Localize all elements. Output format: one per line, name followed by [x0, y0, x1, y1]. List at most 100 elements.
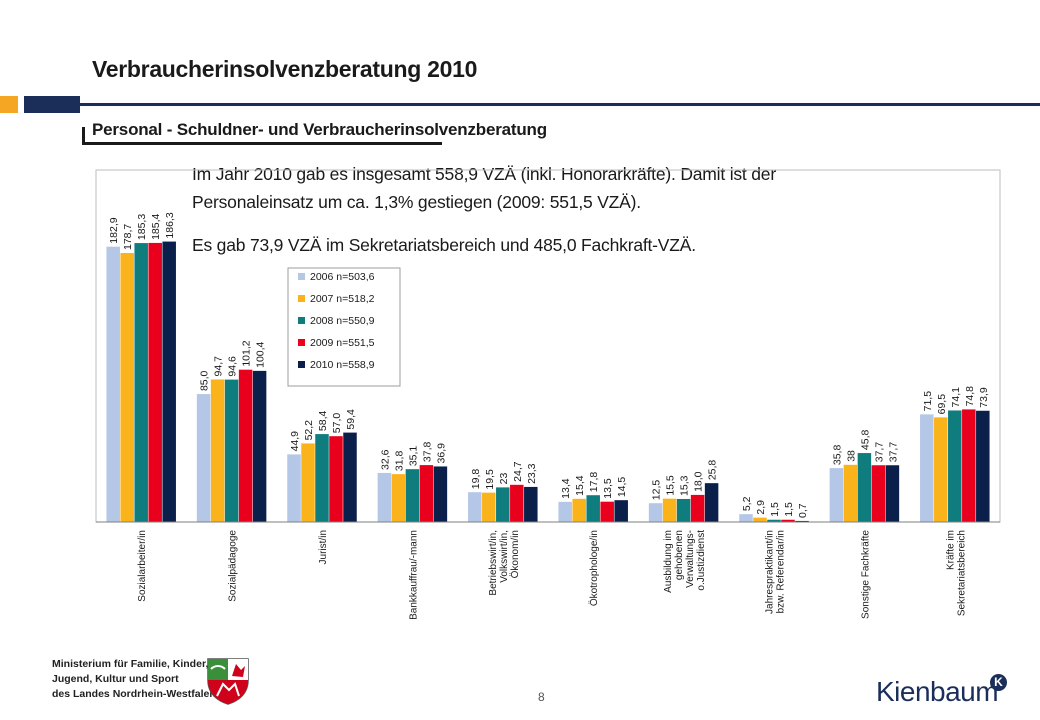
category-label: gehobenen [674, 530, 685, 580]
data-label: 37,7 [887, 442, 899, 463]
data-label: 0,7 [797, 503, 809, 518]
bar [753, 517, 767, 522]
category-label: Kräfte im [945, 530, 956, 570]
bar [739, 514, 753, 522]
data-label: 18,0 [693, 471, 705, 492]
data-label: 19,5 [484, 469, 496, 490]
data-label: 59,4 [345, 409, 357, 430]
bar [558, 501, 572, 522]
bar [377, 472, 392, 522]
category-label: Jurist/in [318, 530, 329, 564]
legend [287, 267, 401, 387]
data-label: 37,8 [421, 442, 433, 463]
bar [843, 464, 858, 522]
bar [662, 498, 677, 522]
data-label: 35,8 [831, 445, 843, 466]
data-label: 57,0 [331, 413, 343, 434]
data-label: 185,4 [150, 213, 162, 239]
bar [315, 434, 329, 522]
legend-swatch [298, 339, 305, 346]
bar [106, 246, 120, 522]
bar [343, 432, 357, 522]
bar [482, 492, 496, 522]
data-label: 13,4 [560, 478, 572, 499]
data-label: 37,7 [873, 442, 885, 463]
data-label: 12,5 [651, 480, 663, 501]
legend-entry: 2008 n=550,9 [310, 315, 375, 327]
bar [829, 468, 844, 522]
category-label: Ausbildung im [663, 530, 674, 593]
bar [614, 500, 628, 522]
page-number: 8 [538, 690, 545, 704]
bar [572, 498, 586, 522]
data-label: 23 [498, 473, 510, 485]
bar [600, 501, 614, 522]
data-label: 24,7 [512, 461, 524, 482]
data-label: 52,2 [303, 420, 315, 441]
bar [196, 394, 211, 522]
category-label: Ökonom/in [509, 530, 521, 578]
category-label: Verwaltungs- [685, 530, 696, 588]
data-label: 85,0 [199, 370, 211, 391]
category-label: Sozialarbeiter/in [137, 530, 148, 602]
data-label: 35,1 [407, 446, 419, 467]
header-rule [80, 103, 1040, 106]
category-label: Volkswirt/in, [499, 530, 510, 583]
summary-line-3: Es gab 73,9 VZÄ im Sekretariatsbereich u… [192, 235, 696, 255]
bar [496, 487, 510, 522]
bar [405, 469, 420, 522]
data-label: 17,8 [588, 472, 600, 493]
bar [419, 465, 434, 522]
data-label: 58,4 [317, 410, 329, 431]
data-label: 19,8 [470, 469, 482, 490]
category-label: Betriebswirt/in, [488, 530, 499, 596]
bar [162, 241, 176, 523]
legend-swatch [298, 295, 305, 302]
data-label: 74,1 [950, 387, 962, 408]
data-label: 182,9 [108, 217, 120, 243]
data-label: 38 [845, 450, 857, 462]
data-label: 44,9 [289, 431, 301, 452]
brand-logo: Kienbaum [876, 676, 999, 707]
bar-chart: 182,9 178,7 185,3 185,4 186,3 Sozialarbeiter/… [95, 169, 1001, 620]
category-label: o.Justizdienst [696, 530, 707, 591]
bar [948, 410, 962, 522]
legend-entry: 2006 n=503,6 [310, 271, 375, 283]
legend-swatch [298, 317, 305, 324]
bar [252, 370, 267, 522]
data-label: 23,3 [526, 463, 538, 484]
bar [120, 253, 134, 523]
bar [134, 243, 148, 522]
bar [767, 519, 781, 522]
legend-swatch [298, 273, 305, 280]
data-label: 31,8 [393, 451, 405, 472]
bar [976, 410, 990, 522]
bar [934, 417, 948, 522]
data-label: 1,5 [783, 502, 795, 517]
data-label: 185,3 [136, 214, 148, 240]
data-label: 32,6 [379, 449, 391, 470]
legend-entry: 2010 n=558,9 [310, 359, 375, 371]
data-label: 74,8 [964, 386, 976, 407]
data-label: 45,8 [859, 429, 871, 450]
bar [238, 369, 253, 522]
bar [704, 483, 719, 522]
category-label: bzw. Referendar/in [776, 530, 787, 613]
data-label: 25,8 [707, 460, 719, 481]
data-label: 186,3 [164, 212, 176, 238]
category-label: Ökotrophologe/in [588, 530, 600, 606]
bar [224, 379, 239, 522]
bar [148, 242, 162, 523]
bar [795, 520, 809, 522]
ministry-line-2: Jugend, Kultur und Sport [52, 673, 179, 685]
category-label: Jahrespraktikant/in [765, 530, 776, 614]
ministry-line-3: des Landes Nordrhein-Westfalen [52, 688, 216, 700]
bar [391, 474, 406, 522]
data-label: 94,6 [227, 356, 239, 377]
bar [287, 454, 301, 522]
data-label: 73,9 [978, 387, 990, 408]
bar [648, 503, 663, 522]
bar [962, 409, 976, 522]
coat-of-arms-icon [207, 658, 249, 705]
bar [871, 465, 886, 522]
